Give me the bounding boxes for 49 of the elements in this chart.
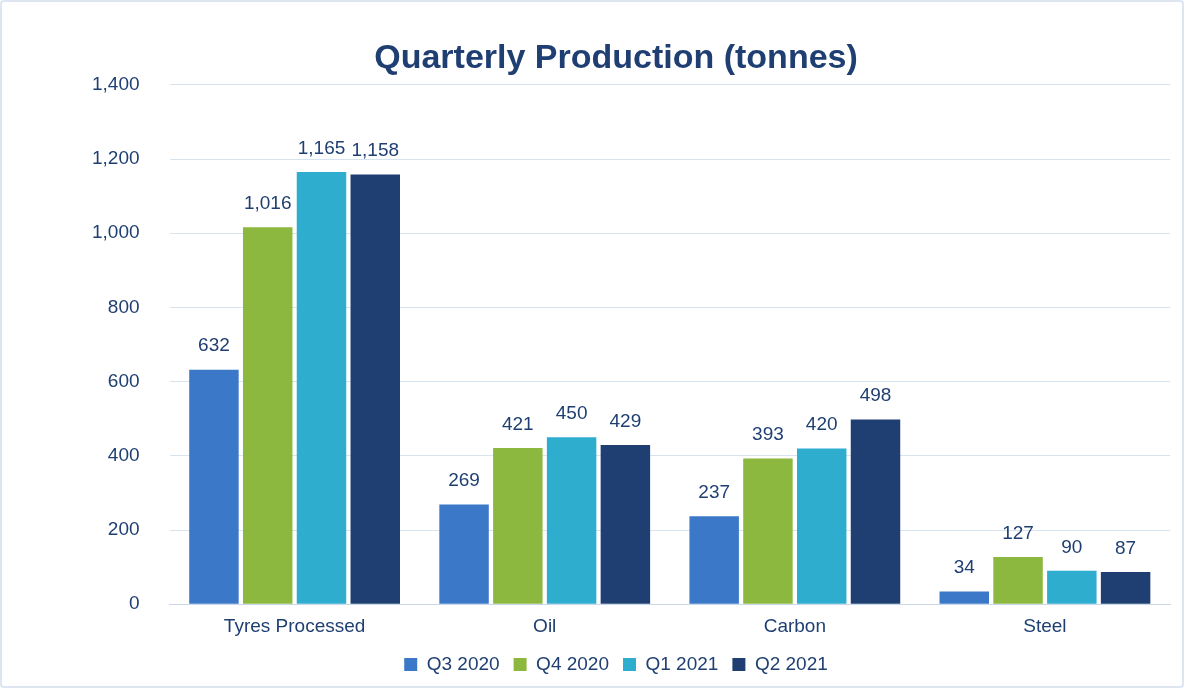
- legend-label: Q1 2021: [645, 652, 719, 674]
- data-label: 429: [609, 409, 642, 431]
- y-tick-label: 0: [128, 592, 140, 614]
- bar: [796, 448, 847, 604]
- bar: [1047, 570, 1097, 604]
- data-label: 87: [1115, 536, 1137, 558]
- data-label: 127: [1002, 521, 1034, 543]
- data-label: 420: [805, 413, 838, 435]
- data-label: 1,016: [243, 192, 292, 213]
- x-tick-label: Oil: [533, 614, 557, 636]
- bar: [689, 516, 739, 604]
- bar: [600, 445, 651, 604]
- bar: [439, 504, 489, 604]
- bar: [1100, 571, 1151, 604]
- y-tick-label: 200: [107, 518, 140, 540]
- bar: [993, 557, 1043, 604]
- data-label: 632: [198, 334, 230, 356]
- bar: [242, 227, 293, 604]
- y-tick-label: 1,200: [92, 147, 140, 169]
- bar: [350, 174, 400, 604]
- x-tick-label: Tyres Processed: [223, 614, 366, 636]
- y-tick-label: 1,000: [92, 221, 140, 243]
- data-label: 237: [698, 481, 731, 503]
- legend-label: Q2 2021: [754, 652, 828, 674]
- bar: [743, 458, 793, 604]
- data-label: 498: [859, 384, 892, 406]
- data-label: 1,158: [351, 139, 400, 161]
- bar: [493, 448, 543, 604]
- data-label: 34: [953, 556, 976, 578]
- data-label: 393: [752, 423, 784, 445]
- data-label: 421: [501, 412, 534, 434]
- legend-label: Q4 2020: [536, 652, 610, 674]
- bar: [546, 437, 597, 604]
- data-label: 90: [1061, 535, 1083, 557]
- data-label: 450: [555, 401, 588, 423]
- bar: [296, 171, 347, 604]
- y-tick-label: 800: [107, 295, 140, 317]
- x-tick-label: Steel: [1023, 614, 1067, 636]
- x-tick-label: Carbon: [763, 614, 826, 636]
- y-tick-label: 400: [107, 444, 140, 466]
- chart-title: Quarterly Production (tonnes): [374, 36, 858, 75]
- bar: [939, 591, 990, 604]
- y-tick-label: 600: [107, 369, 140, 391]
- y-tick-label: 1,400: [92, 73, 140, 95]
- data-label: 1,165: [297, 136, 346, 158]
- legend-label: Q3 2020: [426, 652, 500, 674]
- bar: [850, 419, 901, 604]
- data-label: 269: [448, 469, 480, 491]
- bar: [189, 369, 239, 604]
